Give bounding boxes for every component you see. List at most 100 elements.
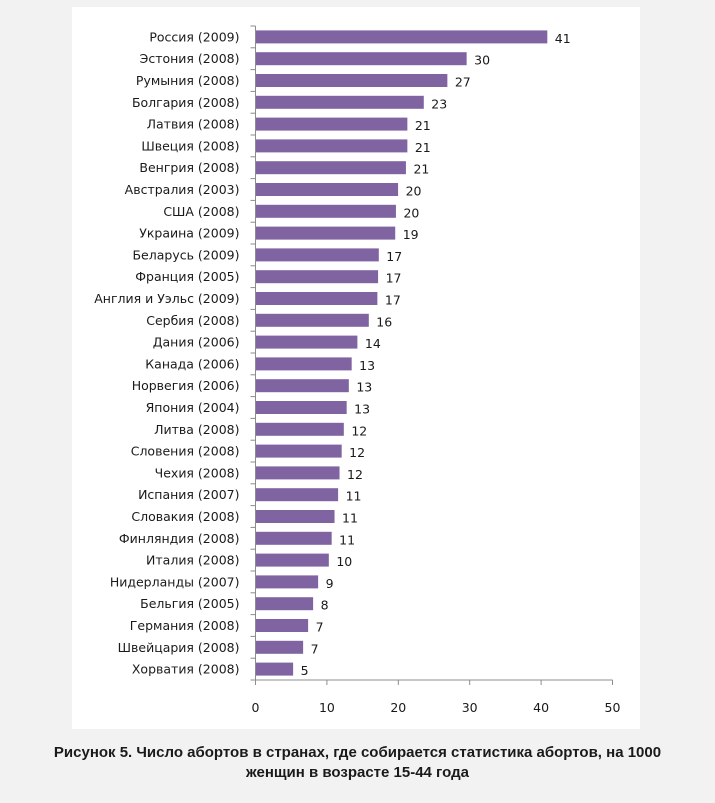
value-label: 16 (376, 314, 392, 329)
value-label: 21 (413, 162, 429, 177)
value-label: 13 (356, 380, 372, 395)
caption-line-1: Рисунок 5. Число абортов в странах, где … (53, 744, 662, 761)
bar (256, 575, 319, 589)
value-label: 7 (316, 620, 324, 635)
bar (256, 422, 344, 436)
tick-label: 20 (390, 700, 406, 715)
bar (256, 74, 448, 87)
category-label: Норвегия (2006) (132, 378, 240, 393)
category-label: Бельгия (2005) (140, 596, 239, 611)
category-label: Испания (2007) (138, 487, 239, 502)
tick-label: 0 (252, 700, 260, 715)
category-label: Украина (2009) (139, 226, 239, 241)
bar (256, 531, 332, 545)
category-label: Литва (2008) (154, 422, 239, 437)
value-label: 23 (431, 96, 447, 111)
bar (256, 139, 408, 153)
value-label: 20 (406, 184, 422, 199)
bar (256, 401, 347, 414)
category-label: Швейцария (2008) (118, 640, 240, 655)
tick-label: 40 (533, 700, 549, 715)
bar (256, 662, 294, 676)
bar (256, 488, 339, 502)
value-label: 17 (385, 293, 401, 308)
value-label: 10 (336, 554, 352, 569)
category-label: Болгария (2008) (132, 95, 240, 110)
category-label: Австралия (2003) (125, 182, 240, 197)
category-label: Финляндия (2008) (119, 531, 240, 546)
bar (256, 510, 335, 523)
category-label: Канада (2006) (145, 356, 239, 371)
bar (256, 619, 309, 632)
category-label: Дания (2006) (153, 335, 240, 350)
category-label: Япония (2004) (146, 400, 240, 415)
value-label: 12 (347, 467, 363, 482)
bar (256, 379, 349, 393)
value-label: 30 (474, 53, 490, 68)
category-label: Румыния (2008) (136, 73, 240, 88)
axes-layer (250, 25, 613, 685)
value-label: 17 (386, 249, 402, 264)
labels-layer: Россия (2009) 41 Эстония (2008) 30 Румыния (… (94, 29, 620, 715)
bar (256, 117, 408, 131)
bar (256, 292, 378, 305)
value-label: 9 (326, 576, 334, 591)
category-label: Германия (2008) (130, 618, 240, 633)
bar (256, 553, 329, 567)
value-label: 12 (349, 445, 365, 460)
bar (256, 357, 352, 371)
value-label: 5 (301, 663, 309, 678)
category-label: Венгрия (2008) (139, 160, 239, 175)
chart-panel: Россия (2009) 41 Эстония (2008) 30 Румыния (… (72, 7, 640, 729)
bar (256, 597, 314, 611)
category-label: Латвия (2008) (147, 117, 240, 132)
category-label: Франция (2005) (135, 269, 239, 284)
tick-label: 30 (462, 700, 478, 715)
bar (256, 95, 424, 109)
value-label: 14 (365, 336, 381, 351)
bar-chart: Россия (2009) 41 Эстония (2008) 30 Румыния (… (94, 25, 620, 715)
category-label: Словакия (2008) (131, 509, 239, 524)
category-label: США (2008) (163, 204, 239, 219)
category-label: Англия и Уэльс (2009) (94, 291, 239, 306)
value-label: 11 (339, 532, 355, 547)
bar (256, 183, 399, 196)
bar (256, 52, 467, 66)
value-label: 41 (555, 31, 571, 46)
bar (256, 248, 379, 262)
category-label: Россия (2009) (149, 29, 239, 44)
category-label: Италия (2008) (146, 553, 239, 568)
category-label: Чехия (2008) (155, 465, 240, 480)
value-label: 20 (403, 205, 419, 220)
value-label: 13 (359, 358, 375, 373)
tick-label: 10 (319, 700, 335, 715)
category-label: Эстония (2008) (140, 51, 240, 66)
bar (256, 204, 396, 218)
value-label: 13 (354, 402, 370, 417)
value-label: 7 (311, 641, 319, 656)
bar (256, 444, 342, 458)
category-label: Беларусь (2009) (132, 247, 239, 262)
caption-line-2: женщин в возрасте 15-44 года (246, 764, 469, 781)
bar (256, 270, 379, 284)
value-label: 19 (403, 227, 419, 242)
tick-label: 50 (605, 700, 621, 715)
bar (256, 313, 369, 327)
value-label: 21 (415, 140, 431, 155)
category-label: Швеция (2008) (141, 138, 239, 153)
value-label: 8 (321, 598, 329, 613)
value-label: 21 (415, 118, 431, 133)
bars-layer (256, 30, 548, 676)
category-label: Хорватия (2008) (132, 662, 240, 677)
value-label: 11 (346, 489, 362, 504)
bar (256, 161, 406, 175)
value-label: 17 (386, 271, 402, 286)
value-label: 11 (342, 511, 358, 526)
category-label: Нидерланды (2007) (110, 574, 240, 589)
category-label: Сербия (2008) (146, 313, 239, 328)
category-label: Словения (2008) (131, 444, 240, 459)
bar (256, 640, 304, 654)
value-label: 12 (351, 423, 367, 438)
bar (256, 466, 340, 480)
bar (256, 335, 358, 349)
